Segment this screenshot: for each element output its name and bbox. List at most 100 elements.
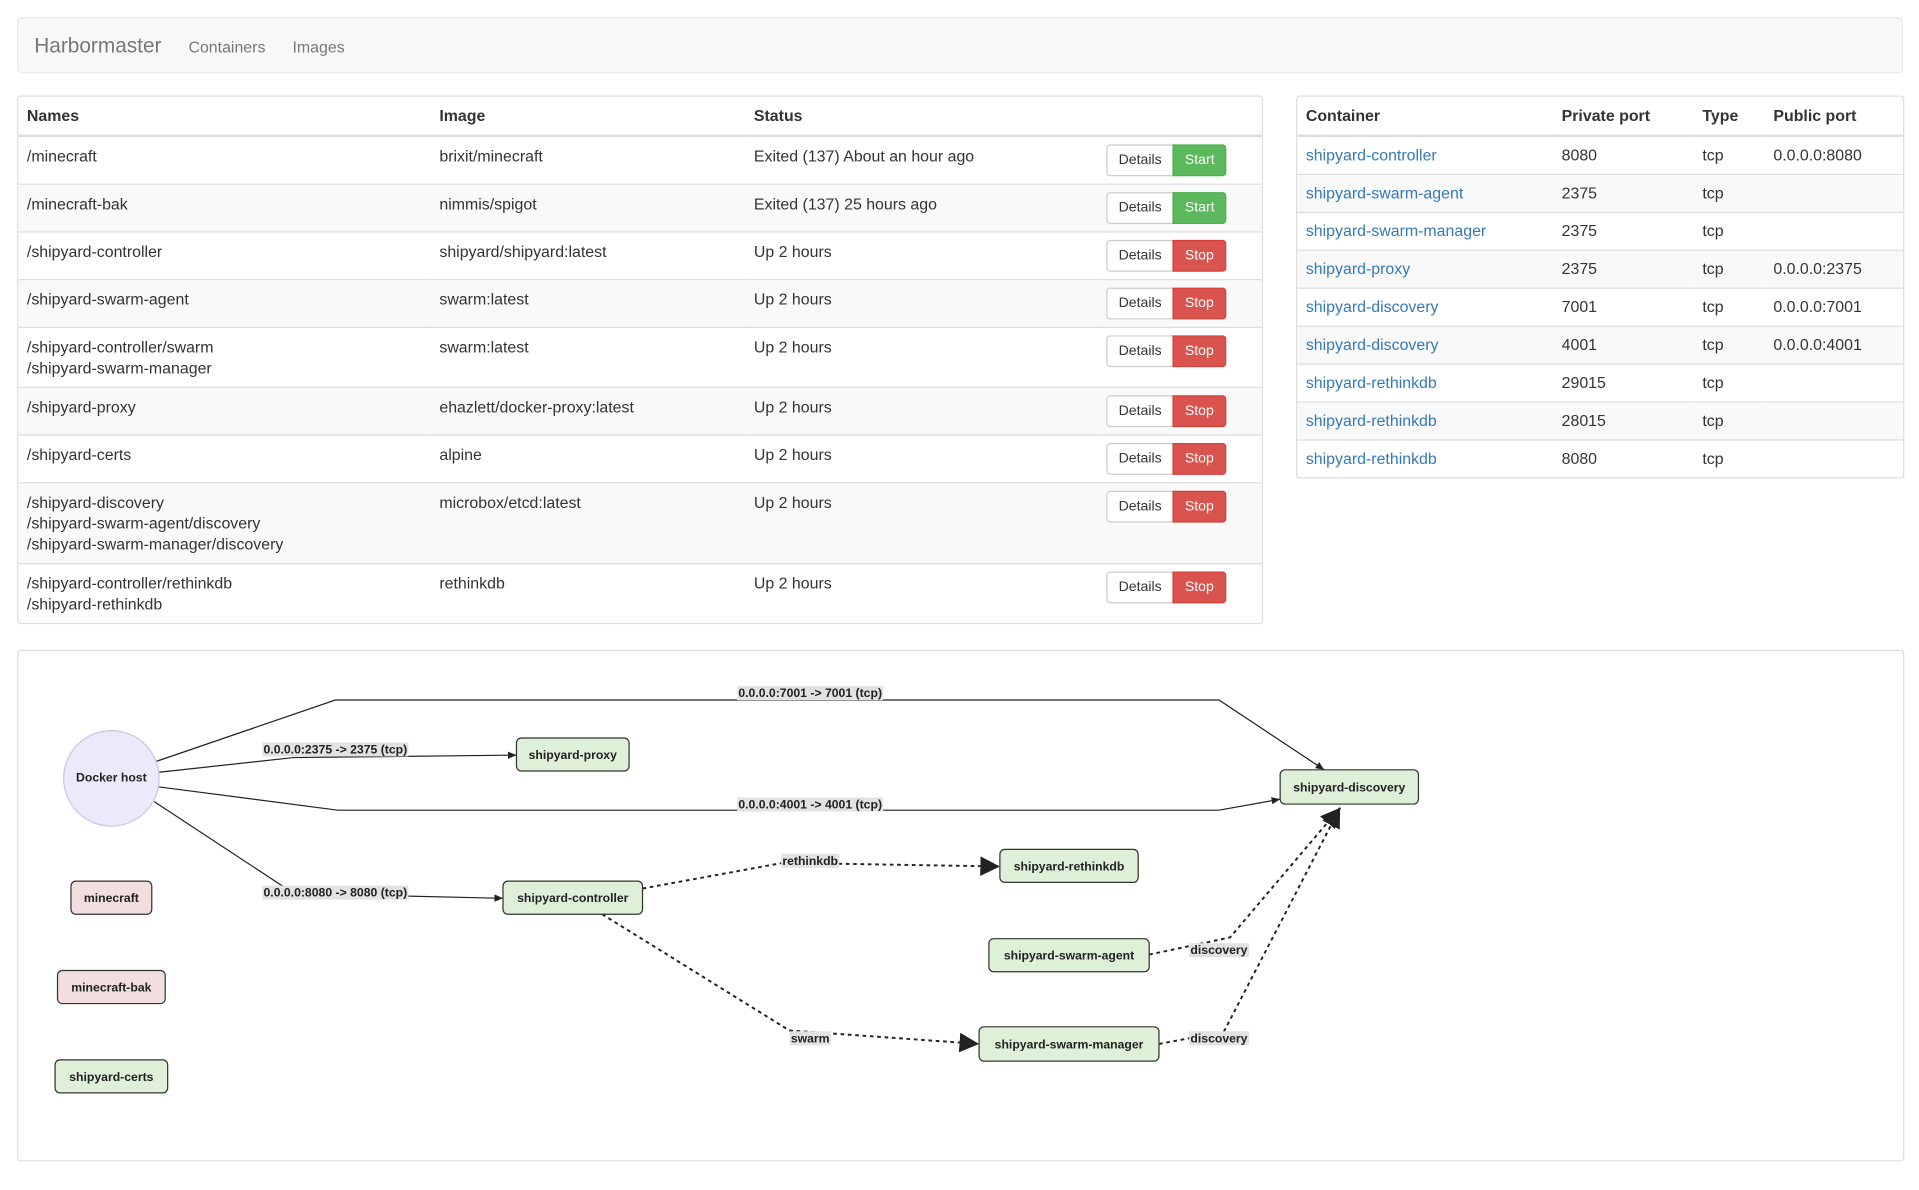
type-cell: tcp xyxy=(1693,249,1765,289)
type-cell: tcp xyxy=(1693,135,1765,175)
toggle-button[interactable]: Start xyxy=(1172,192,1227,224)
container-row: /minecraft-bak nimmis/spigot Exited (137) … xyxy=(18,183,1262,232)
toggle-button[interactable]: Stop xyxy=(1172,490,1227,523)
container-row: /shipyard-certs alpine Up 2 hours Details St… xyxy=(18,434,1262,483)
navbar: Harbormaster Containers Images xyxy=(17,17,1904,74)
port-row: shipyard-proxy 2375 tcp 0.0.0.0:2375 xyxy=(1297,249,1904,289)
public-port-cell xyxy=(1764,173,1904,213)
container-row: /shipyard-controller shipyard/shipyard:la… xyxy=(18,231,1262,280)
private-port: 28015 xyxy=(1561,411,1606,430)
container-cell: shipyard-rethinkdb xyxy=(1297,439,1554,478)
status-cell: Up 2 hours xyxy=(745,231,1098,280)
details-button[interactable]: Details xyxy=(1106,443,1174,475)
image-cell: swarm:latest xyxy=(430,279,746,328)
toggle-button[interactable]: Stop xyxy=(1172,287,1227,320)
container-name: /shipyard-controller/swarm xyxy=(26,337,214,357)
public-port-cell: 0.0.0.0:2375 xyxy=(1764,249,1904,289)
public-port-cell xyxy=(1764,439,1904,478)
names-cell: /shipyard-proxy xyxy=(18,386,431,436)
container-link[interactable]: shipyard-rethinkdb xyxy=(1305,411,1437,430)
container-name: /minecraft-bak xyxy=(26,194,128,213)
type-cell: tcp xyxy=(1693,439,1765,478)
names-cell: /shipyard-controller/swarm/shipyard-swar… xyxy=(18,326,431,388)
private-port-cell: 7001 xyxy=(1553,287,1694,327)
column-header: Status xyxy=(745,96,1098,138)
image-cell: rethinkdb xyxy=(430,562,746,623)
type: tcp xyxy=(1702,221,1724,240)
image-cell: alpine xyxy=(430,434,746,483)
details-button[interactable]: Details xyxy=(1106,239,1174,272)
image-cell: brixit/minecraft xyxy=(430,135,746,185)
status-cell: Up 2 hours xyxy=(745,562,1098,623)
container-name: /minecraft xyxy=(26,146,97,166)
toggle-button[interactable]: Start xyxy=(1172,144,1227,177)
container-link[interactable]: shipyard-discovery xyxy=(1305,297,1439,316)
toggle-button[interactable]: Stop xyxy=(1172,395,1227,428)
actions-cell: Details Stop xyxy=(1097,562,1262,623)
private-port: 8080 xyxy=(1561,145,1598,164)
column-header-empty xyxy=(1097,96,1262,138)
details-button[interactable]: Details xyxy=(1106,490,1174,523)
private-port: 8080 xyxy=(1561,449,1598,468)
graph-panel xyxy=(17,649,1905,1162)
toggle-button[interactable]: Stop xyxy=(1172,443,1227,475)
container-link[interactable]: shipyard-swarm-agent xyxy=(1305,183,1464,202)
container-row: /shipyard-proxy ehazlett/docker-proxy:lat… xyxy=(18,386,1262,436)
private-port-cell: 2375 xyxy=(1553,173,1694,213)
type: tcp xyxy=(1702,259,1724,278)
type: tcp xyxy=(1702,335,1724,354)
image-cell: ehazlett/docker-proxy:latest xyxy=(430,386,746,436)
type: tcp xyxy=(1702,449,1724,468)
private-port-cell: 8080 xyxy=(1553,135,1694,175)
type-cell: tcp xyxy=(1693,325,1765,365)
type-cell: tcp xyxy=(1693,287,1765,327)
toggle-button[interactable]: Stop xyxy=(1172,571,1227,604)
public-port-cell: 0.0.0.0:7001 xyxy=(1764,287,1904,327)
actions-cell: Details Stop xyxy=(1097,482,1262,564)
container-name: /shipyard-rethinkdb xyxy=(26,594,163,614)
details-button[interactable]: Details xyxy=(1106,395,1174,428)
toggle-button[interactable]: Stop xyxy=(1172,239,1227,272)
container-link[interactable]: shipyard-proxy xyxy=(1305,259,1411,278)
container-link[interactable]: shipyard-rethinkdb xyxy=(1305,373,1437,392)
type: tcp xyxy=(1702,145,1724,164)
containers-panel: Names Image Status/minecraft brixit/minecra… xyxy=(17,95,1264,625)
container-name: /shipyard-controller xyxy=(26,242,163,261)
container-link[interactable]: shipyard-rethinkdb xyxy=(1305,449,1437,468)
container-name: /shipyard-swarm-agent/discovery xyxy=(26,514,261,533)
nav-link[interactable]: Containers xyxy=(188,37,266,57)
port-row: shipyard-rethinkdb 8080 tcp xyxy=(1297,439,1904,478)
container-link[interactable]: shipyard-discovery xyxy=(1305,335,1439,354)
details-button[interactable]: Details xyxy=(1106,287,1174,320)
type-cell: tcp xyxy=(1693,173,1765,213)
details-button[interactable]: Details xyxy=(1106,192,1174,224)
public-port-cell: 0.0.0.0:4001 xyxy=(1764,325,1904,365)
public-port: 0.0.0.0:4001 xyxy=(1773,335,1862,354)
container-link[interactable]: shipyard-swarm-manager xyxy=(1305,221,1487,240)
details-button[interactable]: Details xyxy=(1106,571,1174,604)
container-cell: shipyard-swarm-manager xyxy=(1297,211,1554,251)
container-name: /shipyard-swarm-manager/discovery xyxy=(26,534,284,554)
image-cell: microbox/etcd:latest xyxy=(430,482,746,564)
ports-panel: Container Private port Type Public port ship… xyxy=(1296,95,1905,479)
image-cell: nimmis/spigot xyxy=(430,183,746,232)
actions-cell: Details Stop xyxy=(1097,386,1262,436)
container-row: /shipyard-discovery/shipyard-swarm-agent… xyxy=(18,482,1262,564)
brand[interactable]: Harbormaster xyxy=(34,34,162,58)
container-name: /shipyard-discovery xyxy=(26,493,164,512)
container-row: /shipyard-controller/swarm/shipyard-swar… xyxy=(18,326,1262,388)
private-port: 2375 xyxy=(1561,221,1598,240)
toggle-button[interactable]: Stop xyxy=(1172,335,1227,368)
private-port-cell: 2375 xyxy=(1553,249,1694,289)
private-port: 2375 xyxy=(1561,183,1598,202)
actions-cell: Details Stop xyxy=(1097,326,1262,388)
container-cell: shipyard-controller xyxy=(1297,135,1554,175)
type: tcp xyxy=(1702,411,1724,430)
details-button[interactable]: Details xyxy=(1106,144,1174,177)
nav-link[interactable]: Images xyxy=(292,37,345,57)
private-port-cell: 29015 xyxy=(1553,363,1694,403)
container-link[interactable]: shipyard-controller xyxy=(1305,145,1437,164)
details-button[interactable]: Details xyxy=(1106,335,1174,368)
